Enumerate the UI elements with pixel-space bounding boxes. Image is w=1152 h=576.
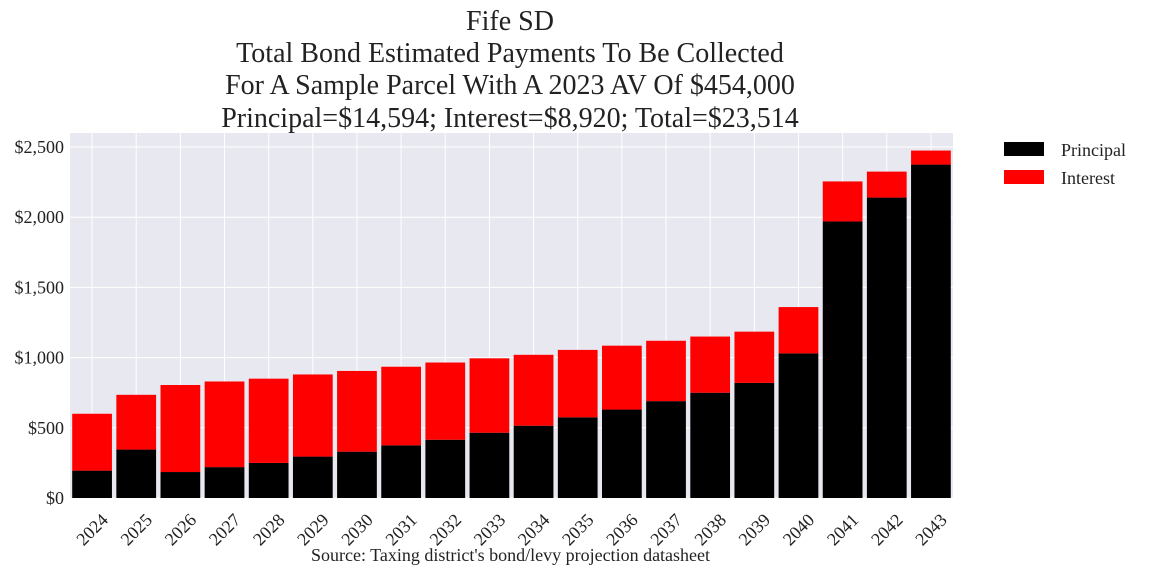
source-label: Source: Taxing district's bond/levy proj… [311, 545, 710, 565]
y-tick-label: $1,000 [15, 348, 65, 368]
x-tick-label: 2043 [911, 510, 951, 550]
bar-principal-2038 [690, 392, 731, 498]
bar-interest-2033 [469, 358, 510, 433]
title-line-4: Principal=$14,594; Interest=$8,920; Tota… [221, 103, 799, 134]
x-tick-label: 2028 [249, 510, 289, 550]
legend: Principal Interest [1004, 140, 1126, 188]
bar-principal-2041 [822, 221, 863, 498]
x-tick-label: 2039 [735, 510, 775, 550]
bar-principal-2032 [425, 439, 466, 498]
x-tick-label: 2024 [72, 510, 112, 550]
y-tick-label: $1,500 [15, 277, 65, 297]
x-tick-label: 2038 [690, 510, 730, 550]
bar-principal-2033 [469, 432, 510, 498]
y-axis-ticks: $0 $500 $1,000 $1,500 $2,000 $2,500 [15, 137, 65, 508]
legend-swatch-principal [1004, 142, 1044, 156]
x-tick-label: 2035 [558, 510, 598, 550]
bar-interest-2026 [160, 384, 201, 473]
x-tick-label: 2032 [426, 510, 466, 550]
x-tick-label: 2040 [779, 510, 819, 550]
bar-principal-2043 [911, 164, 951, 498]
bar-interest-2024 [72, 413, 112, 471]
bar-interest-2039 [734, 331, 775, 383]
bars [72, 150, 951, 499]
bar-principal-2034 [513, 425, 554, 498]
legend-label-principal: Principal [1061, 140, 1126, 160]
y-tick-label: $0 [46, 488, 64, 508]
bar-interest-2040 [778, 307, 819, 354]
x-tick-label: 2042 [867, 510, 907, 550]
x-tick-label: 2033 [470, 510, 510, 550]
x-tick-label: 2036 [602, 510, 642, 550]
x-tick-label: 2031 [381, 510, 421, 550]
bar-interest-2038 [690, 336, 731, 393]
legend-label-interest: Interest [1061, 168, 1115, 188]
bar-principal-2036 [602, 409, 642, 498]
title-line-2: Total Bond Estimated Payments To Be Coll… [236, 38, 784, 69]
bar-principal-2037 [646, 401, 686, 498]
bar-interest-2030 [337, 370, 377, 452]
y-tick-label: $2,500 [15, 137, 65, 157]
bar-principal-2026 [160, 472, 201, 498]
x-axis-ticks: 2024 2025 2026 2027 2028 2029 2030 2031 2032 2033… [72, 510, 950, 550]
x-tick-label: 2034 [514, 510, 554, 550]
bar-principal-2027 [204, 467, 245, 498]
bar-principal-2029 [292, 456, 333, 498]
bar-principal-2040 [778, 353, 819, 498]
bar-interest-2036 [602, 345, 642, 410]
bar-interest-2043 [911, 150, 951, 165]
x-tick-label: 2030 [337, 510, 377, 550]
bar-interest-2042 [866, 171, 907, 198]
title-line-3: For A Sample Parcel With A 2023 AV Of $4… [225, 70, 795, 101]
title-line-1: Fife SD [466, 6, 554, 37]
bar-principal-2024 [72, 470, 112, 498]
bar-principal-2030 [337, 451, 377, 498]
bar-interest-2031 [381, 366, 421, 446]
y-tick-label: $500 [28, 418, 64, 438]
x-tick-label: 2025 [117, 510, 157, 550]
bar-principal-2028 [248, 462, 289, 498]
bar-principal-2042 [866, 197, 907, 499]
bar-interest-2029 [292, 374, 333, 457]
x-tick-label: 2026 [161, 510, 201, 550]
y-tick-label: $2,000 [15, 207, 65, 227]
bar-interest-2034 [513, 354, 554, 426]
legend-swatch-interest [1004, 170, 1044, 184]
bar-principal-2025 [116, 449, 157, 498]
bar-interest-2032 [425, 362, 466, 440]
bar-interest-2027 [204, 381, 245, 468]
x-tick-label: 2037 [646, 510, 686, 550]
plot-area [70, 133, 953, 498]
x-tick-label: 2029 [293, 510, 333, 550]
bar-interest-2035 [557, 349, 598, 418]
bar-interest-2025 [116, 394, 157, 450]
bar-principal-2035 [557, 417, 598, 498]
x-tick-label: 2041 [823, 510, 863, 550]
bar-principal-2039 [734, 382, 775, 498]
x-tick-label: 2027 [205, 510, 245, 550]
bar-interest-2041 [822, 181, 863, 222]
bar-principal-2031 [381, 445, 421, 498]
bar-interest-2028 [248, 378, 289, 463]
bar-interest-2037 [646, 340, 686, 402]
